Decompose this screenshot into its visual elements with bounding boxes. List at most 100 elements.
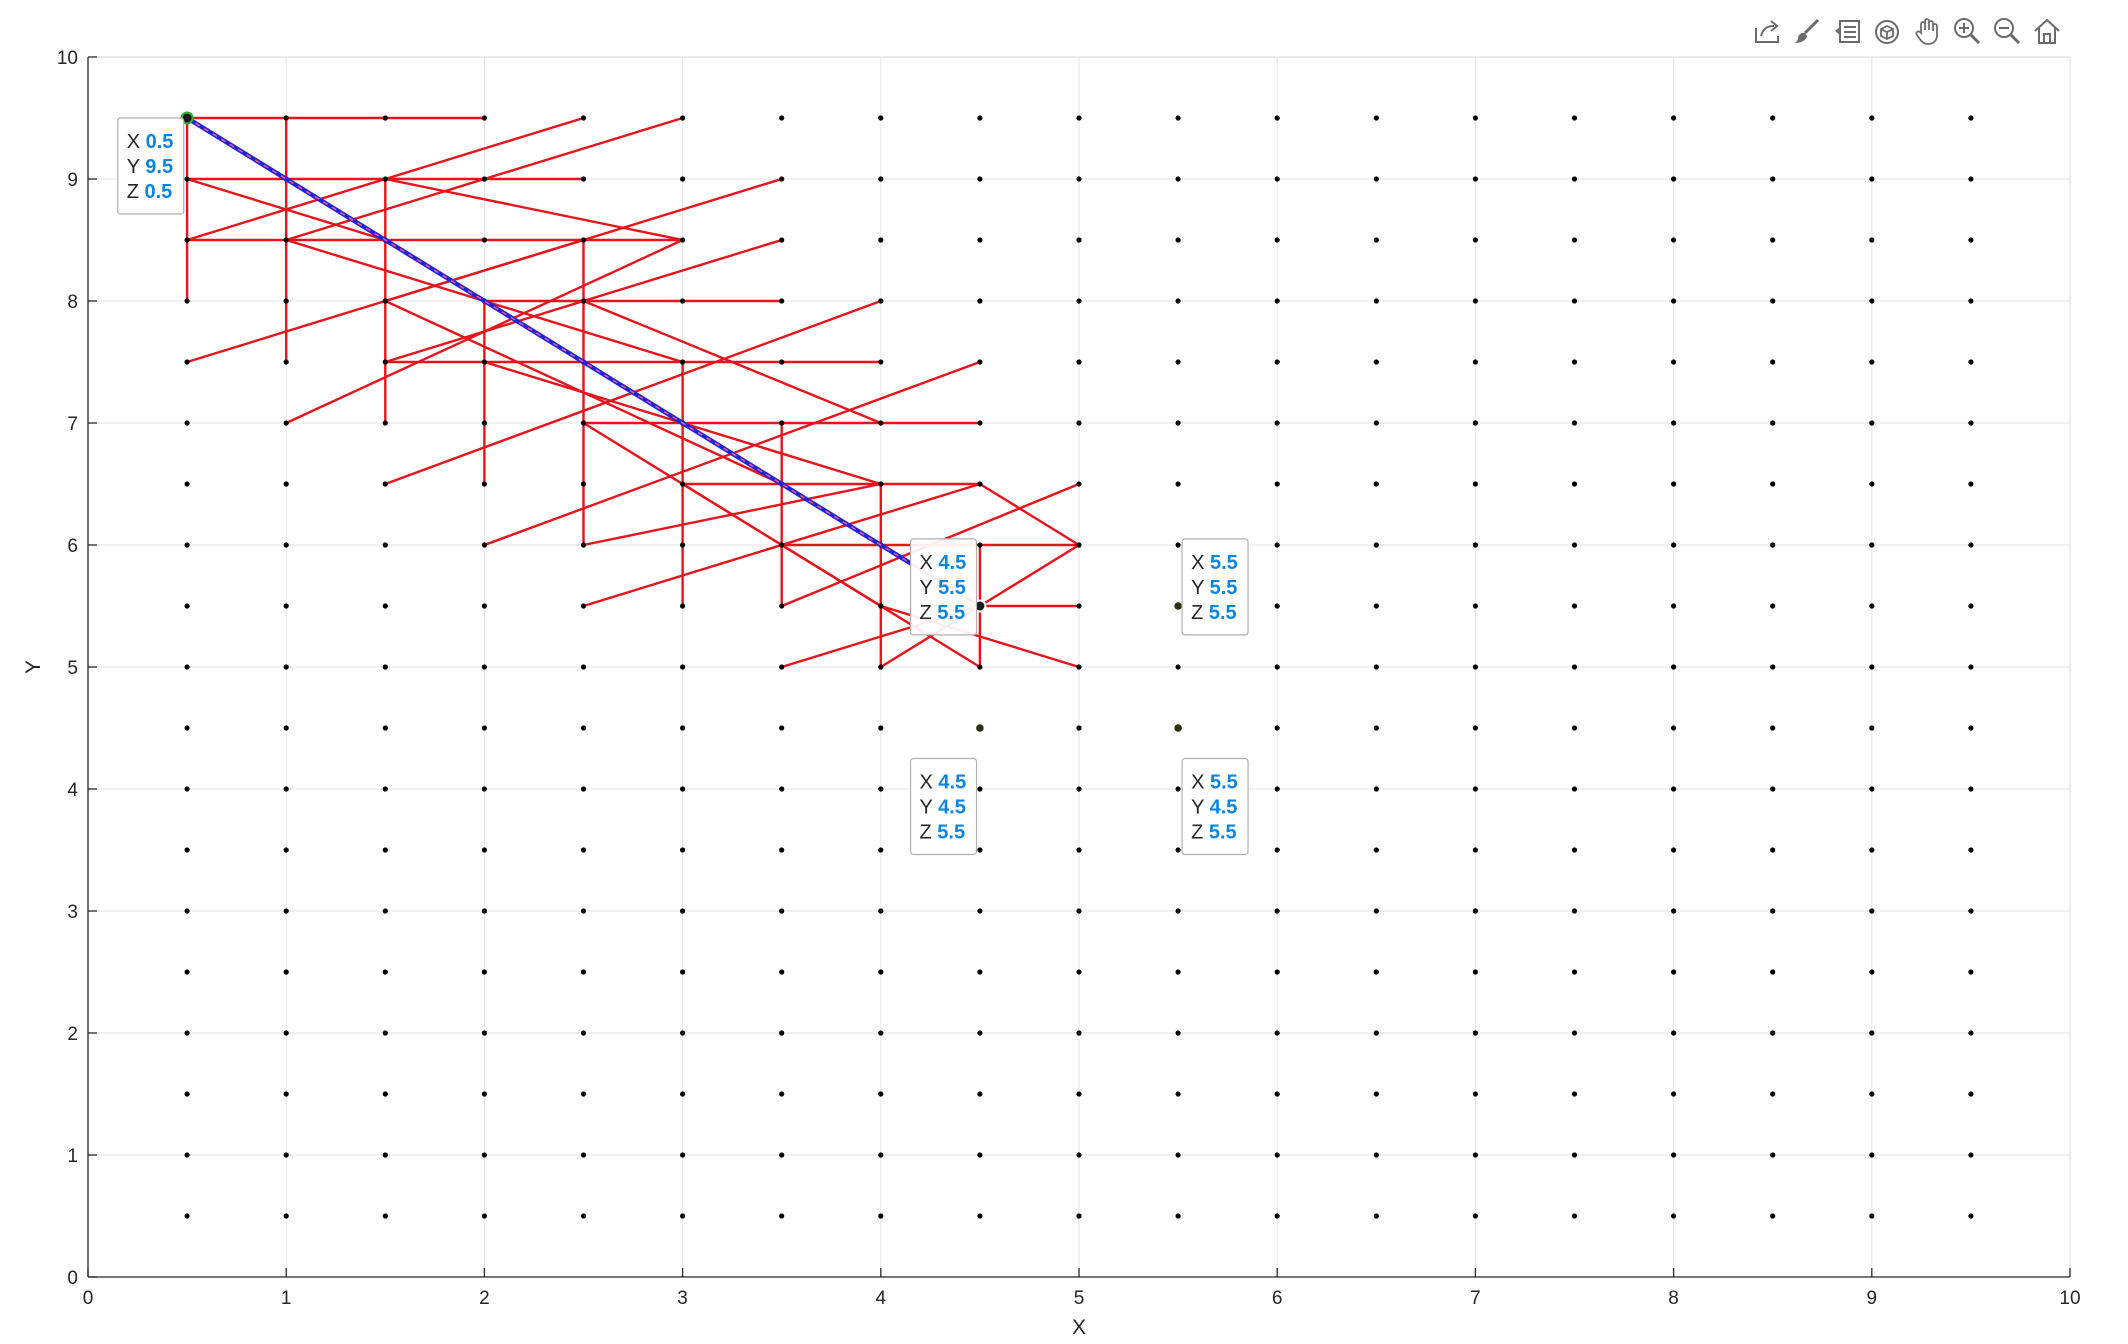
datatip-label: X <box>127 131 146 153</box>
grid-point <box>680 542 686 548</box>
grid-point <box>1968 664 1974 670</box>
grid-point <box>184 420 190 426</box>
grid-point <box>1175 847 1181 853</box>
grid-point <box>1274 176 1280 182</box>
datatip-label: X <box>1191 772 1210 794</box>
grid-point <box>1770 115 1776 121</box>
grid-point <box>977 176 983 182</box>
grid-point <box>184 237 190 243</box>
grid-point <box>779 908 785 914</box>
export-button[interactable] <box>1750 14 1784 48</box>
datatip-label: Z <box>920 602 938 624</box>
grid-point <box>580 1152 587 1158</box>
grid-point <box>1968 1152 1974 1158</box>
grid-point <box>1472 1091 1478 1097</box>
grid-point <box>283 481 289 487</box>
grid-point <box>580 969 587 975</box>
grid-point <box>1571 969 1578 975</box>
datatip-box <box>1181 538 1249 636</box>
datatip-row: Y 5.5 <box>1191 577 1237 599</box>
grid-point <box>1274 420 1280 426</box>
grid-point <box>680 969 686 975</box>
grid-point <box>1869 725 1875 731</box>
grid-point <box>1968 786 1974 792</box>
grid-point <box>1175 298 1181 304</box>
grid-point <box>1175 1030 1181 1036</box>
grid-point <box>1671 176 1677 182</box>
grid-point <box>1671 664 1677 670</box>
grid-point <box>1175 115 1181 121</box>
grid-point <box>878 237 884 243</box>
grid-point <box>1175 359 1181 365</box>
grid-point <box>1770 664 1776 670</box>
grid-point <box>283 1091 289 1097</box>
home-button[interactable] <box>2030 14 2064 48</box>
legend-button[interactable] <box>1830 14 1864 48</box>
grid-point <box>878 664 884 670</box>
zoom-in-button[interactable] <box>1950 14 1984 48</box>
graph-edge <box>978 543 1081 608</box>
datatips: X 0.5Y 9.5Z 0.5X 4.5Y 5.5Z 5.5X 5.5Y 5.5… <box>117 117 1249 856</box>
grid-point <box>1373 725 1379 731</box>
grid-point <box>1373 786 1379 792</box>
grid-point <box>1373 176 1379 182</box>
y-tick-label: 6 <box>67 536 78 557</box>
grid-point <box>283 969 289 975</box>
rotate-3d-icon <box>1875 20 1899 44</box>
grid-point <box>878 603 884 609</box>
grid-point <box>580 847 587 853</box>
datatip: X 0.5Y 9.5Z 0.5 <box>117 117 185 215</box>
grid-point <box>779 359 785 365</box>
grid-point <box>1571 1030 1578 1036</box>
grid-point <box>1274 725 1280 731</box>
grid-point <box>580 481 587 487</box>
grid-point <box>580 603 587 609</box>
grid-point <box>481 847 487 853</box>
datatip-value: 5.5 <box>1209 822 1237 844</box>
grid-point <box>1076 664 1082 670</box>
grid-point <box>779 176 785 182</box>
datatip-row: Y 9.5 <box>127 156 173 178</box>
grid-point <box>184 725 190 731</box>
brush-button[interactable] <box>1790 14 1824 48</box>
grid-point <box>1373 908 1379 914</box>
grid-point <box>779 420 785 426</box>
rotate-3d-button[interactable] <box>1870 14 1904 48</box>
grid-point <box>1076 969 1082 975</box>
grid-point <box>481 1091 487 1097</box>
grid-point <box>481 603 487 609</box>
grid-point <box>977 1152 983 1158</box>
grid-point <box>1274 847 1280 853</box>
grid-point <box>1472 237 1478 243</box>
datatip-row: X 4.5 <box>920 772 967 794</box>
grid-point <box>680 237 686 243</box>
grid-point <box>680 176 686 182</box>
grid-point <box>1076 847 1082 853</box>
zoom-out-button[interactable] <box>1990 14 2024 48</box>
grid-point <box>1671 298 1677 304</box>
grid-point <box>1671 603 1677 609</box>
grid-point <box>1671 969 1677 975</box>
grid-point <box>779 542 785 548</box>
axes-toolbar <box>1750 14 2064 48</box>
grid-point <box>1274 664 1280 670</box>
grid-point <box>1274 1091 1280 1097</box>
grid-point <box>1571 115 1578 121</box>
grid-point <box>1671 908 1677 914</box>
grid-point <box>1770 1152 1776 1158</box>
grid-point <box>680 847 686 853</box>
datatip-box <box>117 117 185 215</box>
pan-button[interactable] <box>1910 14 1944 48</box>
datatip-label: Z <box>1191 602 1209 624</box>
grid-point <box>1671 786 1677 792</box>
grid-point <box>1274 481 1280 487</box>
grid-point <box>1373 1213 1379 1219</box>
grid-point <box>382 298 388 304</box>
grid-point <box>779 664 785 670</box>
grid-point <box>1571 481 1578 487</box>
datatip-row: Z 5.5 <box>1191 822 1237 844</box>
grid-point <box>1968 603 1974 609</box>
grid-point <box>878 359 884 365</box>
x-tick-label: 5 <box>1074 1288 1085 1309</box>
